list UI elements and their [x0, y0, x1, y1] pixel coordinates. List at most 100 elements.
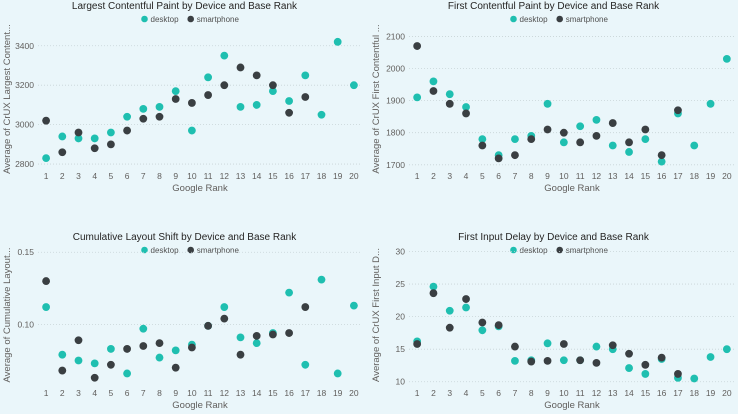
chart-legend[interactable]: desktop smartphone — [141, 246, 239, 255]
data-point-smartphone[interactable] — [123, 345, 131, 353]
data-point-desktop[interactable] — [139, 104, 148, 113]
data-point-smartphone[interactable] — [625, 349, 633, 358]
data-point-smartphone[interactable] — [559, 128, 568, 137]
data-point-smartphone[interactable] — [252, 71, 261, 80]
data-point-smartphone[interactable] — [494, 154, 503, 163]
data-point-desktop[interactable] — [445, 90, 454, 99]
data-point-desktop[interactable] — [236, 333, 245, 342]
data-point-desktop[interactable] — [429, 77, 438, 86]
data-point-desktop[interactable] — [413, 93, 422, 102]
data-point-desktop[interactable] — [625, 148, 633, 156]
data-point-smartphone[interactable] — [641, 125, 650, 134]
data-point-smartphone[interactable] — [527, 357, 536, 366]
data-point-smartphone[interactable] — [608, 119, 617, 127]
data-point-desktop[interactable] — [608, 141, 617, 150]
data-point-desktop[interactable] — [155, 353, 164, 362]
chart-3[interactable]: Cumulative Layout Shift by Device and Ba… — [0, 207, 369, 414]
data-point-smartphone[interactable] — [220, 81, 229, 90]
data-point-desktop[interactable] — [123, 112, 131, 121]
data-point-desktop[interactable] — [706, 353, 715, 361]
data-point-smartphone[interactable] — [413, 42, 422, 50]
data-point-smartphone[interactable] — [155, 112, 164, 121]
data-point-smartphone[interactable] — [42, 116, 50, 125]
data-point-desktop[interactable] — [285, 288, 293, 297]
data-point-smartphone[interactable] — [123, 126, 131, 135]
data-point-smartphone[interactable] — [139, 342, 148, 350]
data-point-desktop[interactable] — [139, 324, 148, 333]
data-point-smartphone[interactable] — [592, 358, 601, 367]
data-point-smartphone[interactable] — [494, 321, 503, 329]
data-point-smartphone[interactable] — [171, 363, 180, 372]
data-point-desktop[interactable] — [107, 128, 115, 137]
data-point-smartphone[interactable] — [429, 87, 438, 95]
data-point-smartphone[interactable] — [559, 340, 568, 348]
data-point-smartphone[interactable] — [445, 99, 454, 108]
data-point-smartphone[interactable] — [220, 314, 229, 323]
data-point-desktop[interactable] — [559, 138, 568, 147]
data-point-smartphone[interactable] — [608, 341, 617, 350]
data-point-smartphone[interactable] — [204, 91, 213, 99]
data-point-desktop[interactable] — [220, 51, 229, 60]
data-point-desktop[interactable] — [722, 345, 731, 354]
data-point-smartphone[interactable] — [511, 151, 519, 160]
data-point-smartphone[interactable] — [188, 343, 196, 352]
data-point-smartphone[interactable] — [301, 303, 310, 311]
data-point-desktop[interactable] — [690, 374, 699, 383]
data-point-desktop[interactable] — [74, 134, 83, 143]
data-point-smartphone[interactable] — [641, 360, 650, 369]
data-point-desktop[interactable] — [90, 359, 99, 368]
data-point-smartphone[interactable] — [188, 99, 196, 107]
data-point-smartphone[interactable] — [107, 360, 115, 369]
data-point-smartphone[interactable] — [576, 356, 585, 365]
data-point-smartphone[interactable] — [236, 63, 245, 72]
data-point-desktop[interactable] — [74, 356, 83, 365]
data-point-desktop[interactable] — [252, 339, 261, 348]
data-point-smartphone[interactable] — [478, 318, 487, 327]
data-point-desktop[interactable] — [511, 135, 519, 144]
data-point-smartphone[interactable] — [511, 342, 519, 351]
data-point-desktop[interactable] — [350, 81, 358, 90]
chart-legend[interactable]: desktop smartphone — [510, 246, 608, 255]
chart-2[interactable]: First Contentful Paint by Device and Bas… — [369, 0, 738, 207]
data-point-smartphone[interactable] — [413, 340, 422, 348]
data-point-smartphone[interactable] — [462, 295, 470, 303]
data-point-desktop[interactable] — [429, 282, 438, 291]
data-point-desktop[interactable] — [690, 141, 699, 150]
data-point-smartphone[interactable] — [445, 323, 454, 332]
data-point-smartphone[interactable] — [74, 128, 83, 137]
data-point-smartphone[interactable] — [674, 106, 682, 115]
data-point-smartphone[interactable] — [139, 114, 148, 123]
data-point-desktop[interactable] — [220, 303, 229, 311]
data-point-desktop[interactable] — [42, 154, 50, 163]
chart-1[interactable]: Largest Contentful Paint by Device and B… — [0, 0, 369, 207]
data-point-desktop[interactable] — [123, 369, 131, 378]
data-point-desktop[interactable] — [462, 303, 470, 312]
data-point-desktop[interactable] — [58, 132, 67, 141]
data-point-desktop[interactable] — [543, 99, 552, 108]
data-point-smartphone[interactable] — [269, 330, 277, 339]
data-point-desktop[interactable] — [58, 350, 67, 359]
data-point-desktop[interactable] — [511, 357, 519, 365]
data-point-desktop[interactable] — [236, 102, 245, 111]
data-point-desktop[interactable] — [90, 134, 99, 143]
data-point-desktop[interactable] — [478, 326, 487, 335]
data-point-desktop[interactable] — [657, 157, 666, 166]
data-point-desktop[interactable] — [317, 275, 326, 284]
data-point-smartphone[interactable] — [285, 108, 293, 117]
chart-legend[interactable]: desktop smartphone — [141, 15, 239, 24]
data-point-desktop[interactable] — [107, 345, 115, 353]
data-point-smartphone[interactable] — [592, 132, 601, 140]
data-point-desktop[interactable] — [592, 115, 601, 124]
data-point-desktop[interactable] — [706, 99, 715, 108]
data-point-desktop[interactable] — [350, 301, 358, 310]
data-point-smartphone[interactable] — [236, 350, 245, 359]
data-point-smartphone[interactable] — [301, 93, 310, 101]
data-point-desktop[interactable] — [301, 71, 310, 80]
data-point-smartphone[interactable] — [462, 109, 470, 118]
data-point-desktop[interactable] — [559, 356, 568, 365]
data-point-smartphone[interactable] — [657, 353, 666, 362]
data-point-desktop[interactable] — [576, 122, 585, 131]
chart-4[interactable]: First Input Delay by Device and Base Ran… — [369, 207, 738, 414]
data-point-smartphone[interactable] — [527, 135, 536, 144]
data-point-smartphone[interactable] — [107, 140, 115, 149]
